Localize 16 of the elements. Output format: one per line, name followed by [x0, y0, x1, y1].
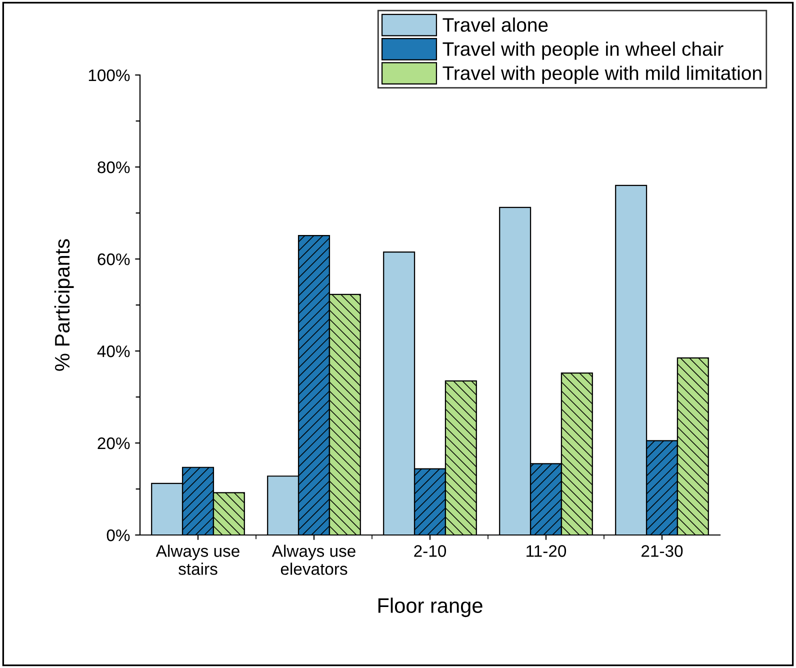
y-tick-label: 100% [88, 69, 130, 82]
y-tick-label: 60% [98, 253, 130, 266]
x-tick-label: Always use stairs [156, 544, 240, 575]
y-tick-label: 80% [98, 161, 130, 174]
y-tick-label: 0% [106, 529, 130, 542]
legend-label: Travel alone [442, 18, 548, 32]
x-axis-title: Floor range [378, 598, 482, 618]
x-tick-label: Always use elevators [272, 544, 356, 575]
x-tick-label: 11-20 [526, 545, 566, 557]
legend-label: Travel with people with mild limitation [442, 66, 762, 84]
y-tick-label: 40% [97, 345, 130, 358]
legend-label: Travel with people in wheel chair [442, 42, 724, 60]
y-axis-title: % Participants [54, 239, 74, 371]
x-tick-label: 2-10 [414, 545, 446, 557]
x-tick-label: 21-30 [642, 545, 683, 557]
y-tick-label: 20% [98, 437, 130, 450]
